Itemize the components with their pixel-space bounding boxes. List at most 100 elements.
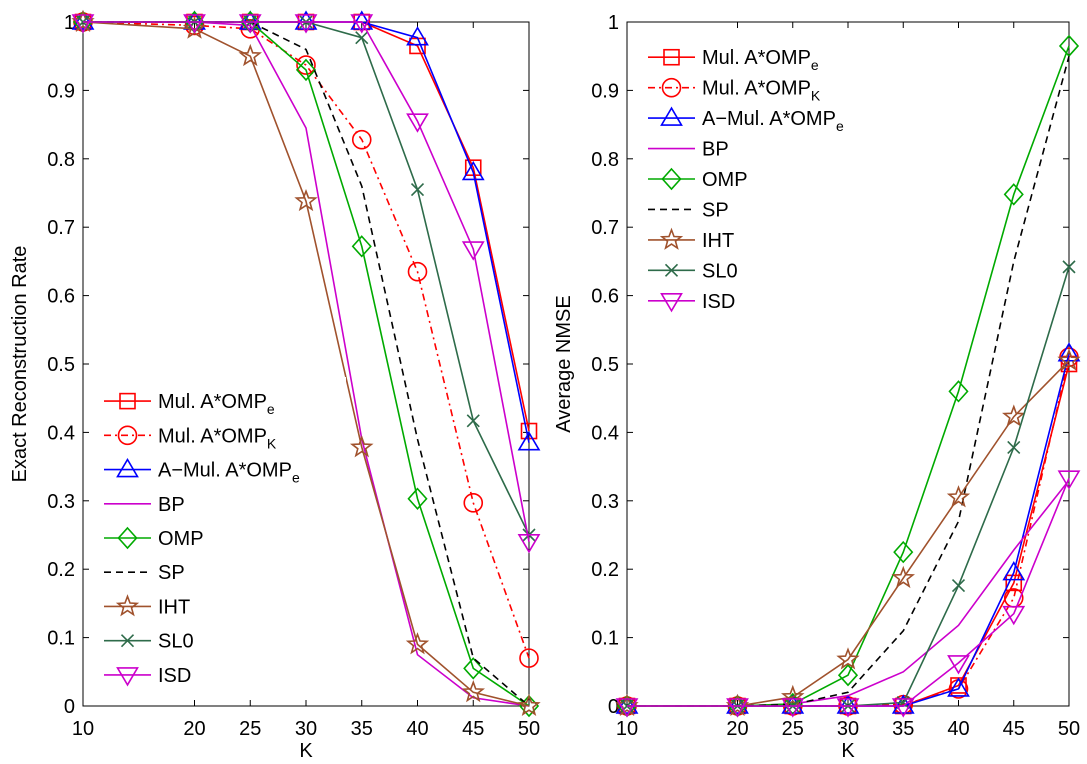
legend-label-subscript: K bbox=[811, 88, 821, 104]
data-point bbox=[836, 647, 860, 670]
legend-swatch-marker bbox=[119, 392, 136, 410]
legend-swatch-marker bbox=[116, 667, 139, 687]
y-tick-label: 0.5 bbox=[591, 354, 619, 376]
data-point bbox=[837, 664, 859, 687]
series-line bbox=[627, 360, 1070, 707]
data-point bbox=[1062, 260, 1076, 274]
legend-swatch-marker bbox=[663, 48, 680, 66]
series-9 bbox=[615, 470, 1081, 718]
legend-swatch-marker bbox=[120, 634, 135, 648]
x-tick-label: 10 bbox=[72, 718, 94, 740]
legend-label: BP bbox=[158, 494, 185, 516]
y-tick-label: 0.9 bbox=[47, 80, 75, 102]
series-8 bbox=[620, 260, 1076, 713]
series-line bbox=[83, 21, 530, 542]
y-tick-label: 0 bbox=[64, 696, 75, 718]
data-point bbox=[1002, 605, 1026, 626]
x-tick-label: 30 bbox=[837, 718, 859, 740]
x-tick-label: 20 bbox=[726, 718, 748, 740]
series-line bbox=[627, 266, 1070, 707]
data-point bbox=[238, 10, 262, 30]
data-point bbox=[238, 14, 262, 34]
y-tick-label: 0.1 bbox=[47, 628, 75, 650]
data-point bbox=[520, 422, 538, 440]
series-9 bbox=[71, 14, 541, 554]
x-tick-label: 20 bbox=[183, 718, 205, 740]
data-point bbox=[183, 14, 206, 34]
y-tick-label: 0.7 bbox=[591, 217, 619, 239]
legend-swatch-marker bbox=[661, 167, 682, 191]
data-point bbox=[517, 534, 541, 554]
y-tick-label: 1 bbox=[64, 12, 75, 34]
data-point bbox=[407, 487, 428, 510]
y-tick-label: 0.2 bbox=[591, 559, 619, 581]
legend-label: A−Mul. A*OMPe bbox=[702, 108, 844, 134]
data-point bbox=[891, 698, 915, 718]
x-tick-label: 25 bbox=[239, 718, 261, 740]
data-point bbox=[407, 261, 428, 282]
legend-label: SP bbox=[702, 199, 729, 221]
series-line bbox=[627, 363, 1070, 707]
y-tick-label: 0.9 bbox=[591, 80, 619, 102]
data-point bbox=[615, 694, 639, 714]
legend-label: ISD bbox=[158, 665, 191, 687]
data-point bbox=[406, 26, 429, 46]
y-tick-label: 0.1 bbox=[591, 628, 619, 650]
y-axis-label: Exact Reconstruction Rate bbox=[9, 246, 31, 483]
legend-swatch-marker bbox=[117, 425, 138, 446]
y-tick-label: 0.6 bbox=[591, 286, 619, 308]
legend-swatch-marker bbox=[660, 106, 683, 126]
x-axis-label: K bbox=[841, 740, 855, 762]
y-tick-label: 0.5 bbox=[47, 354, 75, 376]
x-tick-label: 35 bbox=[351, 718, 373, 740]
series-1 bbox=[74, 13, 538, 440]
series-line bbox=[82, 21, 530, 707]
data-point bbox=[238, 43, 262, 67]
legend: Mul. A*OMPe Mul. A*OMPK A−Mul. A*OMPe BP OMP… bbox=[96, 377, 346, 699]
legend-label: BP bbox=[702, 139, 729, 161]
series-4 bbox=[627, 479, 1070, 707]
legend-label: IHT bbox=[702, 230, 734, 252]
chart-panel-1: 0 0.1 0.2 0.3 0.4 0.5 0.6 0.7 0.8 0.9 1 10 20 25 30 35 4… bbox=[9, 9, 541, 762]
legend-swatch-marker bbox=[661, 77, 682, 98]
legend-label: OMP bbox=[158, 528, 204, 550]
x-tick-label: 40 bbox=[406, 718, 428, 740]
chart-panel-2: 0 0.1 0.2 0.3 0.4 0.5 0.6 0.7 0.8 0.9 1 10 20 25 30 35 4… bbox=[553, 12, 1081, 762]
data-point bbox=[405, 632, 430, 655]
legend-swatch-marker bbox=[664, 263, 679, 277]
data-point bbox=[891, 694, 915, 714]
legend-swatch-marker bbox=[116, 457, 139, 478]
series-line bbox=[83, 21, 530, 432]
data-point bbox=[1002, 561, 1026, 581]
legend-swatch-marker bbox=[660, 292, 683, 313]
x-tick-label: 25 bbox=[782, 718, 804, 740]
series-line bbox=[627, 55, 1070, 707]
legend-label: OMP bbox=[702, 169, 748, 191]
data-point bbox=[615, 698, 639, 718]
legend-swatch-marker bbox=[659, 227, 684, 250]
data-point bbox=[355, 31, 369, 45]
y-tick-label: 0.3 bbox=[47, 491, 75, 513]
legend-label: Mul. A*OMPK bbox=[158, 425, 277, 451]
legend-label-subscript: e bbox=[267, 401, 275, 417]
data-point bbox=[350, 14, 374, 34]
data-point bbox=[1057, 470, 1081, 490]
data-point bbox=[517, 431, 541, 451]
legend-label: ISD bbox=[702, 291, 735, 313]
x-tick-label: 50 bbox=[518, 718, 540, 740]
x-tick-label: 10 bbox=[616, 718, 638, 740]
series-line bbox=[627, 477, 1070, 707]
y-tick-label: 0 bbox=[608, 696, 619, 718]
x-axis-label: K bbox=[299, 740, 313, 762]
y-tick-label: 0.3 bbox=[591, 491, 619, 513]
data-point bbox=[295, 58, 317, 82]
data-point bbox=[294, 188, 318, 212]
legend-label: Mul. A*OMPe bbox=[702, 47, 819, 73]
y-axis-label: Average NMSE bbox=[553, 295, 575, 432]
data-point bbox=[1005, 574, 1023, 592]
legend-swatch-marker bbox=[117, 526, 138, 550]
data-point bbox=[461, 680, 485, 703]
legend-swatch-marker bbox=[115, 594, 140, 617]
data-point bbox=[1007, 440, 1021, 455]
